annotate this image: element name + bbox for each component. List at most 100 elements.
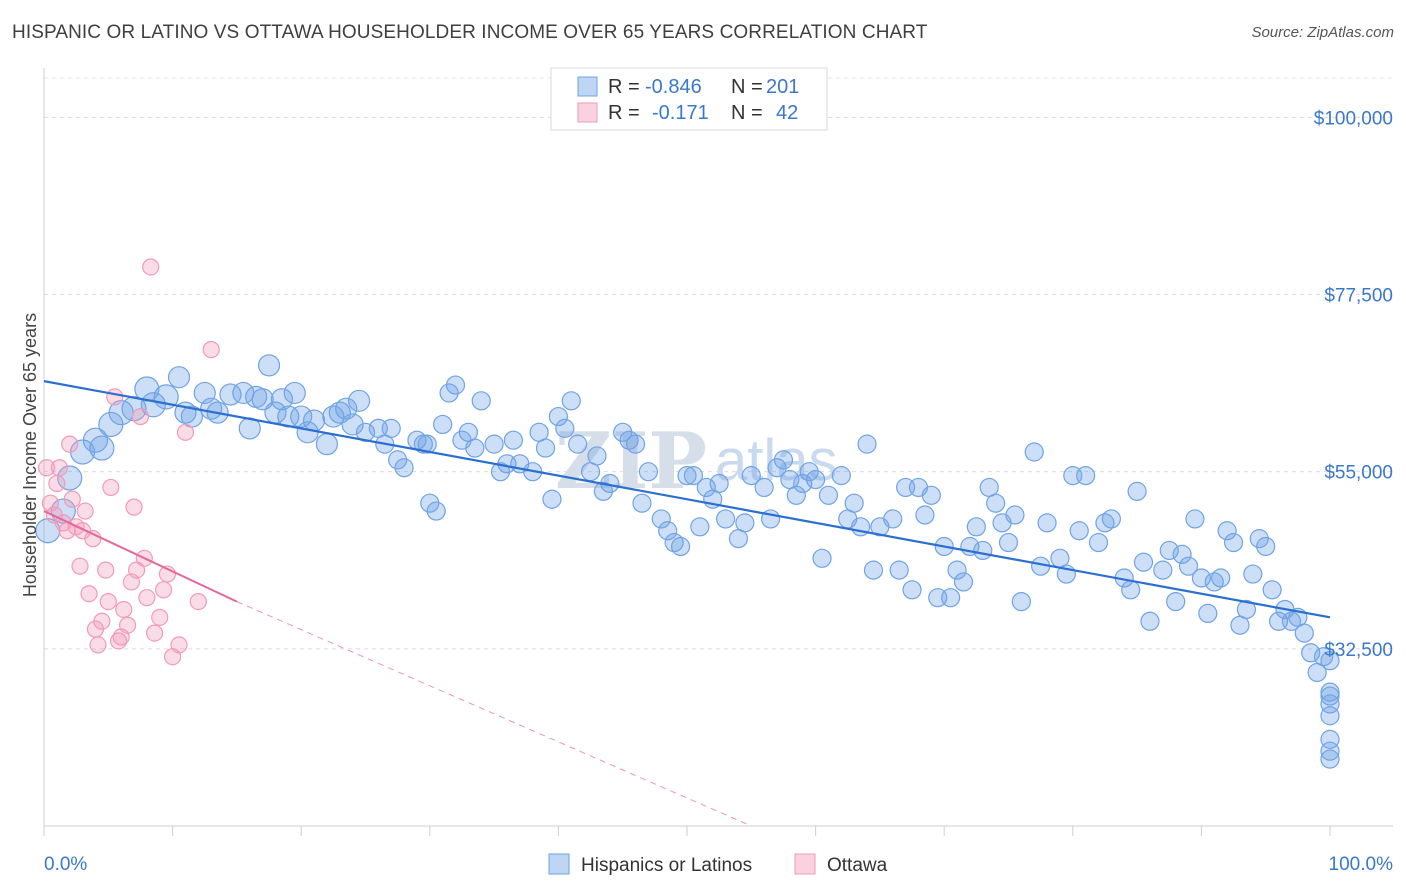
point-hispanics-37 (355, 422, 376, 442)
axes (43, 68, 1393, 836)
point-hispanics-178 (1320, 741, 1340, 761)
point-hispanics-80 (670, 536, 691, 557)
legend-r-label: R = (608, 76, 640, 98)
point-ottawa-10 (71, 557, 89, 575)
point-hispanics-89 (735, 513, 755, 533)
point-hispanics-97 (793, 473, 813, 494)
point-hispanics-46 (420, 493, 440, 513)
point-ottawa-8 (63, 490, 81, 508)
point-hispanics-70 (593, 481, 614, 501)
point-hispanics-2 (57, 465, 83, 491)
point-ottawa-13 (80, 585, 98, 603)
top-legend: R = -0.846 N = 201 R = -0.171 N = 42 (550, 67, 828, 131)
point-hispanics-22 (251, 388, 274, 411)
point-ottawa-7 (61, 435, 79, 453)
point-hispanics-125 (986, 493, 1006, 513)
point-ottawa-32 (142, 258, 160, 276)
bottom-legend-swatch-hispanics (548, 853, 570, 875)
point-hispanics-140 (1101, 509, 1121, 529)
point-hispanics-101 (818, 485, 839, 505)
point-hispanics-64 (548, 406, 569, 427)
point-hispanics-94 (773, 450, 794, 470)
point-hispanics-102 (831, 466, 851, 486)
legend-swatch-ottawa (577, 102, 598, 123)
point-hispanics-155 (1211, 568, 1231, 588)
point-hispanics-146 (1153, 560, 1173, 580)
point-hispanics-78 (658, 521, 678, 541)
point-hispanics-81 (677, 466, 697, 486)
series-ottawa-points (37, 258, 220, 666)
y-tick-label-3: $100,000 (1314, 108, 1393, 129)
point-hispanics-5 (89, 435, 115, 461)
point-hispanics-150 (1178, 556, 1199, 576)
point-hispanics-31 (315, 433, 339, 456)
point-hispanics-162 (1256, 536, 1276, 557)
point-ottawa-31 (138, 589, 156, 607)
point-hispanics-173 (1320, 651, 1340, 671)
point-hispanics-77 (651, 509, 671, 529)
point-hispanics-74 (625, 434, 646, 454)
point-hispanics-82 (683, 466, 704, 486)
point-hispanics-69 (587, 446, 607, 466)
point-hispanics-159 (1236, 599, 1257, 620)
point-hispanics-127 (998, 532, 1019, 553)
point-hispanics-58 (503, 430, 523, 450)
legend-r-value-hispanics: -0.846 (645, 76, 702, 98)
point-hispanics-62 (535, 438, 556, 458)
legend-n-value-hispanics: 201 (766, 76, 799, 98)
point-hispanics-76 (638, 462, 659, 482)
point-hispanics-156 (1217, 521, 1237, 541)
point-ottawa-28 (127, 561, 146, 579)
point-hispanics-55 (484, 434, 504, 454)
point-hispanics-153 (1198, 603, 1218, 624)
point-ottawa-34 (151, 608, 169, 626)
point-hispanics-109 (883, 509, 903, 529)
legend-r-label-2: R = (608, 102, 640, 124)
y-tick-labels: $32,500 $55,000 $77,500 $100,000 (1314, 108, 1393, 660)
point-hispanics-130 (1024, 442, 1044, 462)
point-hispanics-151 (1185, 509, 1205, 529)
point-hispanics-16 (200, 397, 223, 420)
point-hispanics-176 (1320, 706, 1340, 726)
point-hispanics-98 (799, 462, 819, 482)
legend-n-label-2: N = (731, 102, 763, 124)
legend-r-value-ottawa: -0.171 (652, 102, 709, 124)
y-tick-label-2: $77,500 (1324, 286, 1393, 307)
x-tick-label-min: 0.0% (44, 854, 87, 875)
point-ottawa-16 (89, 636, 107, 654)
point-hispanics-87 (715, 509, 736, 529)
y-axis-label: Householder Income Over 65 years (20, 313, 40, 597)
point-ottawa-39 (176, 423, 195, 441)
point-hispanics-144 (1133, 552, 1154, 572)
trend-lines (43, 380, 1331, 827)
point-hispanics-56 (490, 462, 511, 482)
y-tick-label-1: $55,000 (1324, 463, 1393, 484)
point-ottawa-38 (170, 636, 188, 654)
x-tick-label-max: 100.0% (1329, 854, 1394, 875)
point-hispanics-107 (863, 560, 884, 580)
point-ottawa-12 (76, 502, 94, 520)
point-hispanics-83 (690, 517, 710, 537)
bottom-legend-label-ottawa: Ottawa (827, 855, 888, 876)
point-hispanics-148 (1166, 591, 1186, 612)
point-hispanics-179 (1320, 749, 1340, 769)
point-hispanics-50 (445, 375, 466, 395)
point-hispanics-104 (844, 493, 864, 513)
point-ottawa-17 (93, 612, 111, 630)
point-hispanics-136 (1069, 521, 1089, 541)
point-hispanics-72 (613, 422, 633, 442)
point-ottawa-3 (48, 474, 66, 493)
point-hispanics-106 (857, 434, 877, 454)
point-hispanics-36 (347, 389, 371, 412)
point-hispanics-169 (1301, 643, 1321, 663)
point-ottawa-29 (131, 407, 150, 426)
point-hispanics-42 (394, 458, 414, 478)
point-hispanics-90 (741, 466, 761, 486)
point-ottawa-18 (97, 561, 115, 579)
point-hispanics-137 (1076, 466, 1096, 486)
series-hispanics-points (35, 354, 1340, 769)
bottom-legend-label-hispanics: Hispanics or Latinos (581, 855, 752, 876)
watermark-atlas: atlas (715, 428, 838, 493)
point-hispanics-23 (257, 354, 281, 377)
